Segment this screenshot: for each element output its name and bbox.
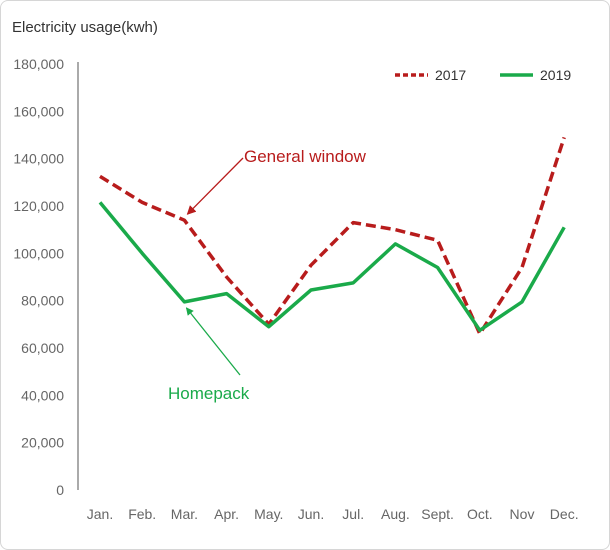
x-tick-label: Nov [510,506,535,522]
y-tick-label: 0 [56,482,64,498]
x-tick-label: Mar. [171,506,198,522]
y-tick-label: 40,000 [21,387,64,403]
y-tick-label: 20,000 [21,435,64,451]
annotation-arrow [185,307,241,376]
x-tick-label: Feb. [128,506,156,522]
x-tick-label: Apr. [214,506,239,522]
legend-label-2017: 2017 [435,67,466,83]
legend-label-2019: 2019 [540,67,571,83]
y-tick-label: 100,000 [13,245,64,261]
y-tick-label: 60,000 [21,340,64,356]
x-tick-label: Sept. [421,506,454,522]
y-tick-label: 120,000 [13,198,64,214]
x-tick-label: May. [254,506,283,522]
y-tick-label: 160,000 [13,103,64,119]
x-tick-label: Jan. [87,506,113,522]
x-tick-label: Jul. [342,506,364,522]
series-line-2019 [98,201,566,333]
x-tick-label: Jun. [298,506,324,522]
y-tick-label: 80,000 [21,293,64,309]
annotation-label: Homepack [168,384,250,403]
annotation-label: General window [244,147,367,166]
y-axis-title: Electricity usage(kwh) [12,19,158,36]
x-tick-label: Oct. [467,506,493,522]
x-tick-label: Dec. [550,506,579,522]
x-tick-label: Aug. [381,506,410,522]
y-tick-label: 140,000 [13,151,64,167]
y-tick-label: 180,000 [13,56,64,72]
annotation-arrow [186,157,244,215]
series-line-2017 [99,136,566,336]
